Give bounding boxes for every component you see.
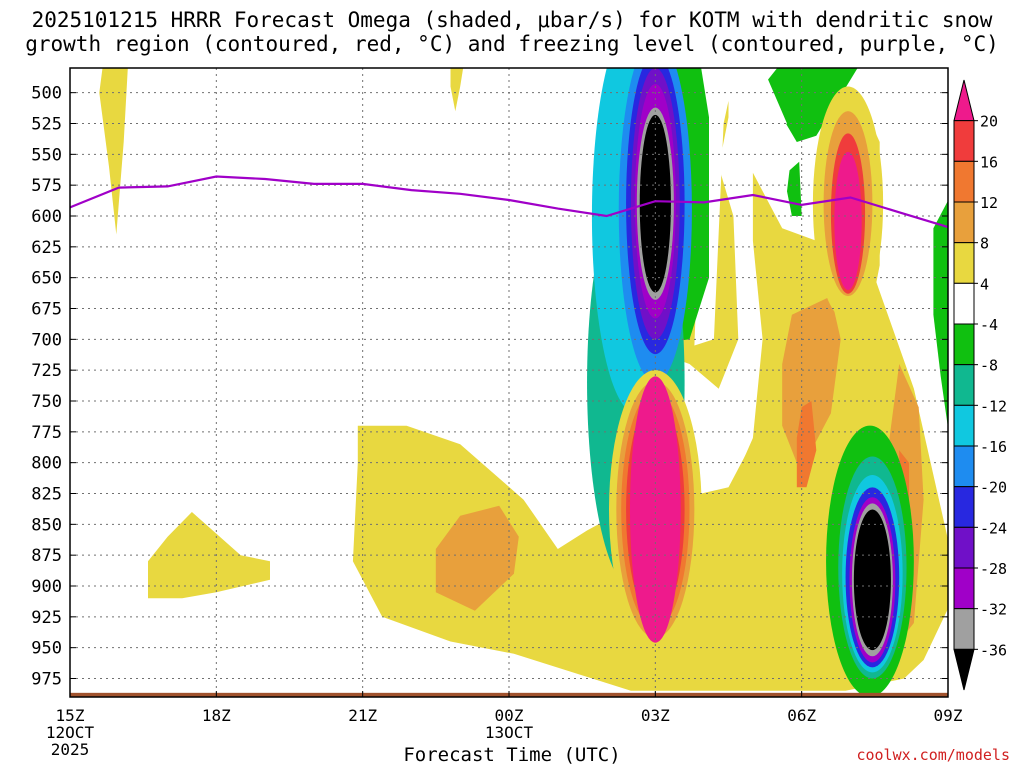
y-tick-label: 575	[31, 176, 62, 196]
colorbar-segment	[953, 364, 975, 406]
y-tick-label: 525	[31, 115, 62, 135]
x-axis-label: Forecast Time (UTC)	[403, 744, 621, 766]
x-tick-label: 09Z	[934, 706, 963, 725]
y-tick-label: 700	[31, 330, 62, 350]
x-tick-label: 06Z	[787, 706, 816, 725]
y-tick-label: 775	[31, 423, 62, 443]
shade-orange-06z-mid	[782, 296, 841, 463]
y-tick-label: 900	[31, 577, 62, 597]
y-tick-label: 950	[31, 639, 62, 659]
colorbar-label: -12	[980, 397, 1007, 415]
colorbar-label: 20	[980, 113, 998, 131]
colorbar-segment	[953, 567, 975, 610]
y-tick-label: 825	[31, 485, 62, 505]
colorbar-label: -8	[980, 357, 998, 375]
y-tick-label: 550	[31, 145, 62, 165]
colorbar-label: 4	[980, 275, 989, 293]
x-tick-label: 03Z	[641, 706, 670, 725]
colorbar-segment	[953, 160, 975, 203]
shade-yellow-right-column	[704, 172, 836, 550]
chart-title-line-1: 2025101215 HRRR Forecast Omega (shaded, …	[31, 8, 993, 32]
y-tick-label: 675	[31, 300, 62, 320]
colorbar-label: -16	[980, 438, 1007, 456]
y-tick-label: 800	[31, 454, 62, 474]
y-tick-label: 875	[31, 546, 62, 566]
x-tick-year: 2025	[51, 740, 90, 759]
y-tick-label: 600	[31, 207, 62, 227]
chart-title-line-2: growth region (contoured, red, °C) and f…	[25, 32, 999, 56]
colorbar-label: -24	[980, 519, 1007, 537]
y-tick-label: 850	[31, 515, 62, 535]
credit-text: coolwx.com/models	[856, 746, 1010, 764]
x-tick-date: 13OCT	[485, 723, 534, 742]
shade-green-right-edge	[933, 200, 948, 428]
colorbar-label: 16	[980, 153, 998, 171]
x-tick-date: 12OCT	[46, 723, 95, 742]
omega-downward-core-lower	[629, 376, 681, 643]
y-tick-label: 975	[31, 670, 62, 690]
y-tick-label: 750	[31, 392, 62, 412]
shaded-omega-layer	[70, 68, 948, 697]
colorbar-bottom-arrow	[953, 648, 975, 691]
colorbar-segment	[953, 120, 975, 162]
colorbar-segment	[953, 242, 975, 284]
y-tick-label: 650	[31, 269, 62, 289]
colorbar-segment	[953, 445, 975, 488]
colorbar-label: -4	[980, 316, 998, 334]
colorbar-segment	[953, 486, 975, 528]
shade-yellow-upper-left	[99, 68, 128, 235]
colorbar-label: -32	[980, 601, 1007, 619]
colorbar-segment	[953, 526, 975, 569]
colorbar-label: -28	[980, 560, 1007, 578]
colorbar-top-arrow	[953, 79, 975, 122]
colorbar-label: 8	[980, 235, 989, 253]
x-tick-label: 18Z	[202, 706, 231, 725]
x-tick-label: 15Z	[56, 706, 85, 725]
colorbar: 20 16 12 8 4 -4 -8 -12 -16 -20 -24 -28 -32 -36	[953, 79, 1007, 691]
y-tick-label: 925	[31, 608, 62, 628]
shade-yellow-upper-mid	[450, 68, 464, 112]
colorbar-segment	[953, 323, 975, 366]
omega-downward-core-06z	[834, 151, 862, 290]
colorbar-label: -20	[980, 479, 1007, 497]
colorbar-segment	[953, 404, 975, 447]
omega-upward-core-upper	[639, 114, 671, 293]
colorbar-segment	[953, 201, 975, 244]
omega-upward-core-lower	[853, 509, 891, 651]
y-tick-label: 725	[31, 361, 62, 381]
x-tick-label: 00Z	[495, 706, 524, 725]
colorbar-label: -36	[980, 641, 1007, 659]
grid-lines	[69, 68, 949, 697]
y-tick-label: 500	[31, 84, 62, 104]
x-tick-label: 21Z	[348, 706, 377, 725]
y-tick-label: 625	[31, 238, 62, 258]
colorbar-segment	[953, 608, 975, 650]
colorbar-label: 12	[980, 194, 998, 212]
shade-orange-lower-left	[435, 505, 519, 611]
colorbar-segment	[953, 282, 975, 325]
freezing-level-line	[69, 175, 949, 229]
